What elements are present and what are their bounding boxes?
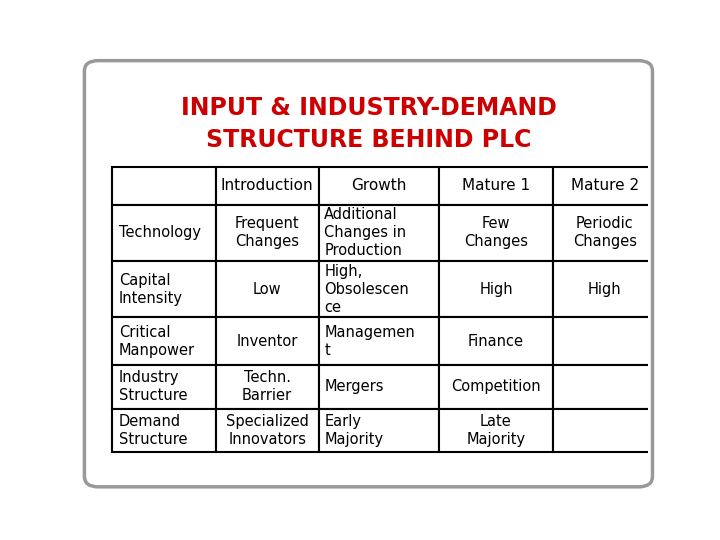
Text: Additional
Changes in
Production: Additional Changes in Production — [324, 207, 407, 259]
Bar — [112, 205, 215, 261]
Bar — [319, 261, 438, 317]
Bar — [112, 317, 215, 365]
Text: Mature 1: Mature 1 — [462, 178, 530, 193]
Text: Late
Majority: Late Majority — [467, 414, 526, 447]
Text: STRUCTURE BEHIND PLC: STRUCTURE BEHIND PLC — [207, 127, 531, 152]
Text: Mergers: Mergers — [324, 379, 384, 394]
Bar — [438, 409, 553, 453]
Bar — [112, 365, 215, 409]
Bar — [438, 365, 553, 409]
Text: Mature 2: Mature 2 — [571, 178, 639, 193]
Bar — [553, 205, 657, 261]
Bar — [319, 167, 438, 205]
Text: Few
Changes: Few Changes — [464, 217, 528, 249]
Bar — [319, 317, 438, 365]
Text: Specialized
Innovators: Specialized Innovators — [226, 414, 309, 447]
Bar — [553, 409, 657, 453]
Bar — [438, 205, 553, 261]
Bar — [438, 167, 553, 205]
Text: High: High — [479, 282, 513, 296]
Text: Competition: Competition — [451, 379, 541, 394]
Text: Critical
Manpower: Critical Manpower — [119, 325, 195, 357]
Bar — [319, 205, 438, 261]
Bar — [112, 261, 215, 317]
Text: High,
Obsolescen
ce: High, Obsolescen ce — [324, 264, 409, 315]
Text: Managemen
t: Managemen t — [324, 325, 415, 357]
Text: Finance: Finance — [468, 334, 524, 349]
Bar — [438, 317, 553, 365]
Bar — [319, 365, 438, 409]
Bar — [215, 205, 319, 261]
Text: Periodic
Changes: Periodic Changes — [572, 217, 636, 249]
FancyBboxPatch shape — [84, 60, 652, 487]
Bar — [215, 409, 319, 453]
Bar — [553, 317, 657, 365]
Text: Technology: Technology — [119, 226, 201, 240]
Bar — [438, 261, 553, 317]
Bar — [553, 365, 657, 409]
Bar — [112, 409, 215, 453]
Text: Growth: Growth — [351, 178, 407, 193]
Bar — [553, 167, 657, 205]
Text: Frequent
Changes: Frequent Changes — [235, 217, 300, 249]
Bar — [215, 317, 319, 365]
Bar — [215, 167, 319, 205]
Bar — [319, 409, 438, 453]
Bar — [215, 365, 319, 409]
Bar — [112, 167, 215, 205]
Text: Low: Low — [253, 282, 282, 296]
Text: High: High — [588, 282, 621, 296]
Text: Introduction: Introduction — [221, 178, 313, 193]
Text: Early
Majority: Early Majority — [324, 414, 384, 447]
Bar — [553, 261, 657, 317]
Text: Capital
Intensity: Capital Intensity — [119, 273, 183, 306]
Text: Demand
Structure: Demand Structure — [119, 414, 187, 447]
Text: Inventor: Inventor — [236, 334, 298, 349]
Text: INPUT & INDUSTRY-DEMAND: INPUT & INDUSTRY-DEMAND — [181, 97, 557, 120]
Text: Industry
Structure: Industry Structure — [119, 370, 187, 403]
Bar — [215, 261, 319, 317]
Text: Techn.
Barrier: Techn. Barrier — [242, 370, 292, 403]
